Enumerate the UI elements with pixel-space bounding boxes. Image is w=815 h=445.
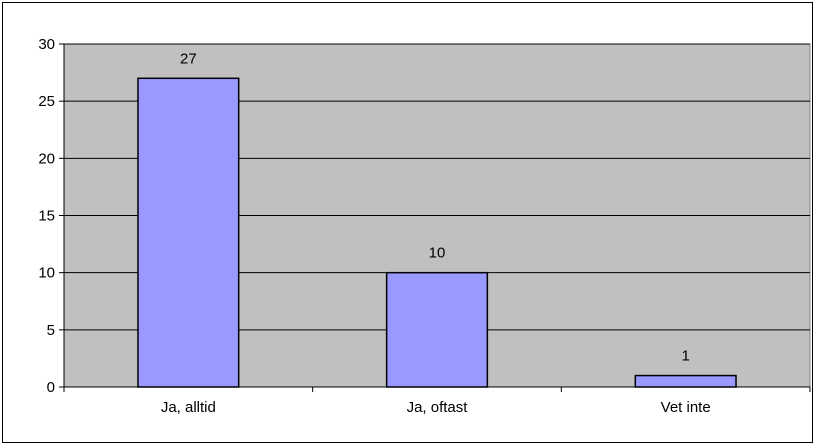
x-category-label-1: Ja, oftast	[407, 399, 469, 416]
x-category-label-0: Ja, alltid	[161, 399, 216, 416]
y-tick-label-20: 20	[38, 150, 55, 167]
y-tick-label-0: 0	[47, 379, 55, 396]
y-tick-label-5: 5	[47, 322, 55, 339]
axes	[59, 43, 811, 392]
x-category-label-2: Vet inte	[661, 399, 711, 416]
data-label-1: 10	[429, 245, 446, 262]
bar-1	[385, 271, 489, 388]
data-label-0: 27	[180, 50, 197, 67]
y-tick-label-25: 25	[38, 93, 55, 110]
y-tick-label-10: 10	[38, 265, 55, 282]
y-tick-label-30: 30	[38, 36, 55, 53]
labels: 0 5 10 15 20 25 30 27 Ja, alltid 10 Ja, oftast 1 Vet…	[38, 36, 710, 416]
y-tick-label-15: 15	[38, 208, 55, 225]
bar-2	[634, 374, 737, 388]
bar-0	[137, 77, 240, 388]
data-label-2: 1	[681, 348, 689, 365]
bars	[137, 77, 737, 388]
